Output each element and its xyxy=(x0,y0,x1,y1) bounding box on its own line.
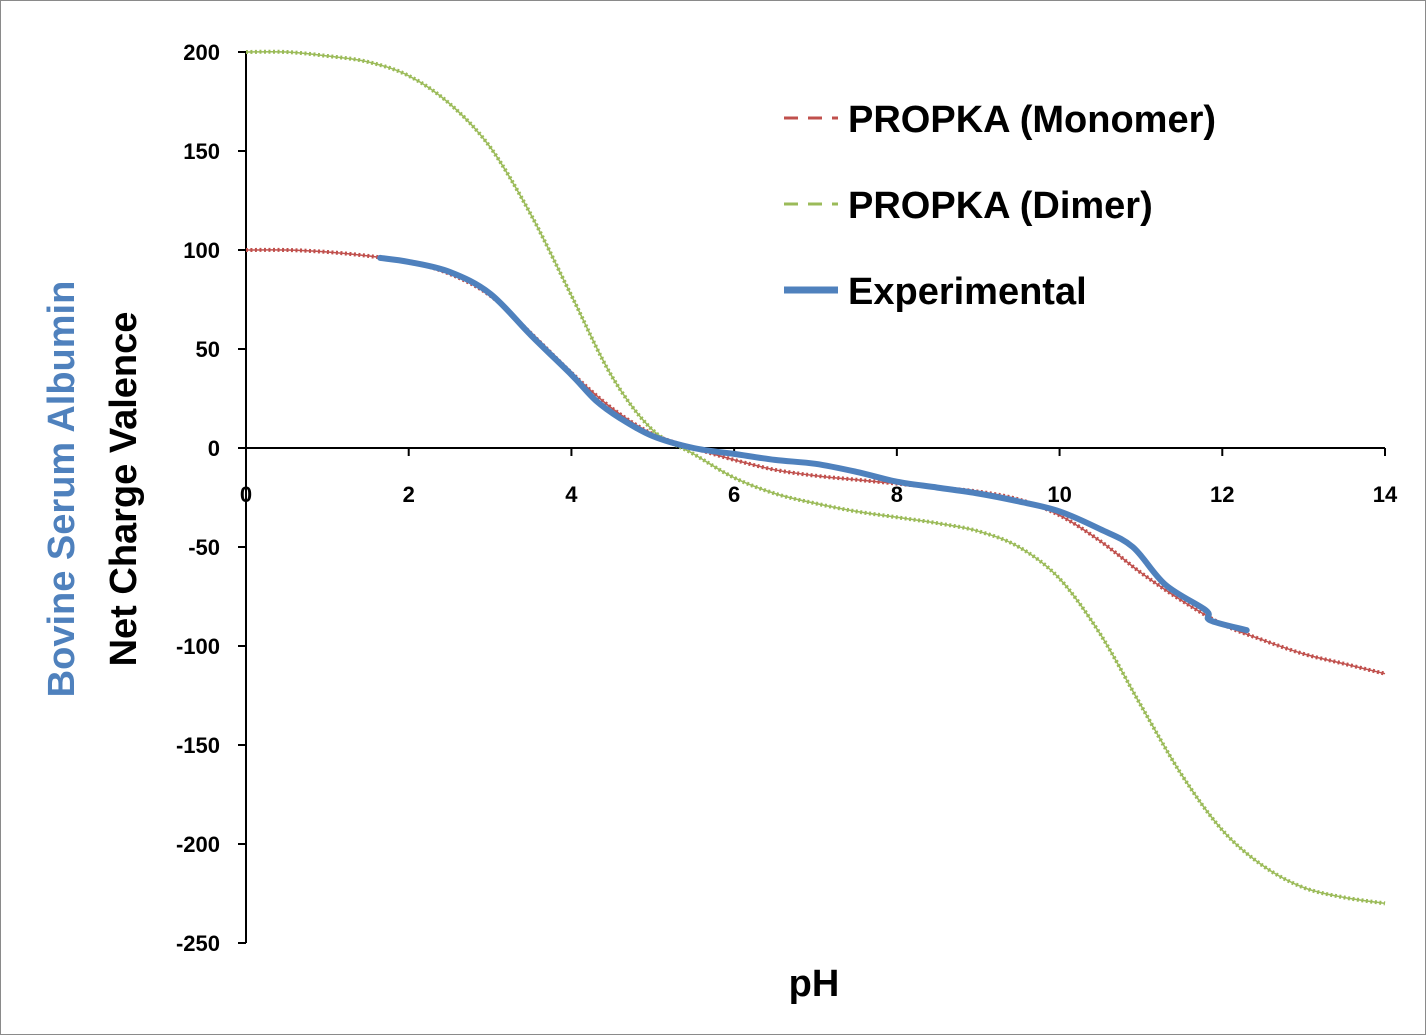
x-tick-label: 4 xyxy=(565,482,578,507)
x-tick-label: 10 xyxy=(1047,482,1071,507)
series-2 xyxy=(377,254,1250,634)
y-tick-label: -200 xyxy=(176,832,220,857)
y-axis-title-line1: Bovine Serum Albumin xyxy=(41,281,83,698)
y-tick-label: -100 xyxy=(176,634,220,659)
axes xyxy=(245,52,1385,943)
series-1 xyxy=(245,49,1386,906)
y-tick-label: 0 xyxy=(208,436,220,461)
legend-label: PROPKA (Monomer) xyxy=(848,99,1216,141)
legend-label: PROPKA (Dimer) xyxy=(848,185,1153,227)
x-tick-label: 14 xyxy=(1373,482,1398,507)
x-tick-label: 8 xyxy=(891,482,903,507)
legend: PROPKA (Monomer) PROPKA (Dimer) Experiment… xyxy=(784,99,1216,313)
y-tick-label: -150 xyxy=(176,733,220,758)
y-tick-label: 150 xyxy=(183,139,220,164)
series-line xyxy=(377,254,1250,634)
y-tick-label: 50 xyxy=(196,337,220,362)
y-tick-label: -50 xyxy=(188,535,220,560)
y-tick-label: 100 xyxy=(183,238,220,263)
legend-label: Experimental xyxy=(848,271,1087,313)
x-tick-label: 12 xyxy=(1210,482,1234,507)
x-tick-label: 6 xyxy=(728,482,740,507)
y-tick-label: 200 xyxy=(183,40,220,65)
x-axis-title: pH xyxy=(789,963,840,1005)
y-axis-title-line2: Net Charge Valence xyxy=(103,312,145,667)
x-tick-label: 2 xyxy=(403,482,415,507)
series-core-line xyxy=(245,50,1386,905)
x-tick-label: 0 xyxy=(240,482,252,507)
y-tick-label: -250 xyxy=(176,931,220,956)
series-layer xyxy=(245,49,1386,906)
x-ticks: 0 2 4 6 8 10 12 14 xyxy=(240,448,1398,507)
y-ticks: 200 150 100 50 0 -50 -100 -150 -200 -250 xyxy=(176,40,246,956)
